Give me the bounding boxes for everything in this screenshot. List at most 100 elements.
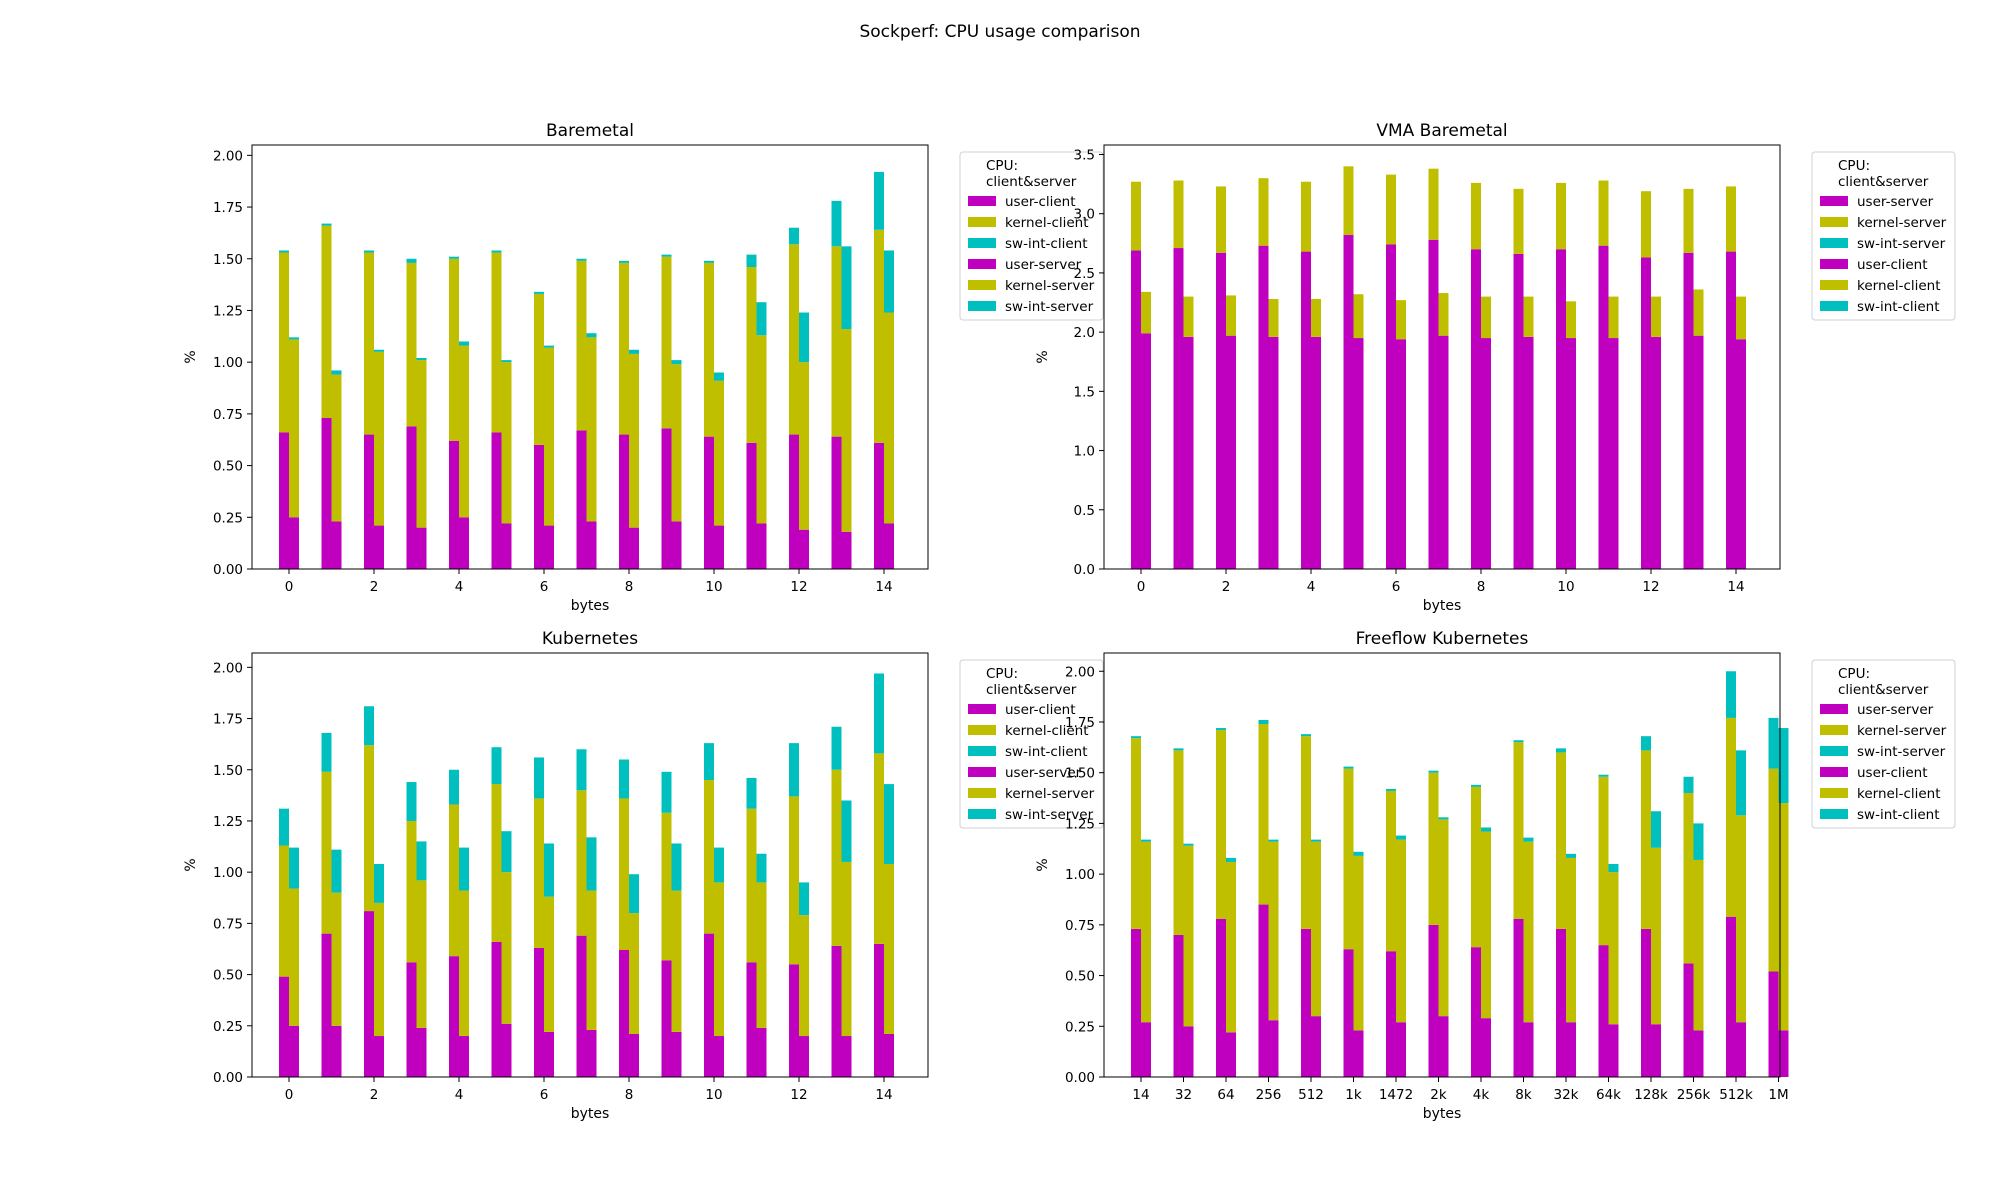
baremetal-bar-kernel-server-0: [289, 339, 299, 518]
freeflow-kubernetes-xtick-label: 14: [1132, 1087, 1149, 1103]
freeflow-kubernetes-ytick-label: 1.00: [1065, 867, 1095, 883]
baremetal-legend-label: sw-int-client: [1005, 236, 1088, 252]
freeflow-kubernetes-bar-kernel-server-12: [1641, 750, 1651, 929]
vma-baremetal-bar-kernel-client-0: [1141, 291, 1151, 334]
freeflow-kubernetes-bar-kernel-server-4: [1301, 736, 1311, 929]
baremetal-legend-label: kernel-server: [1005, 278, 1095, 294]
kubernetes-legend-label: kernel-server: [1005, 786, 1095, 802]
vma-baremetal-bar-kernel-client-4: [1311, 298, 1321, 337]
baremetal-bar-user-server-10: [714, 525, 724, 569]
vma-baremetal-bar-user-client-7: [1438, 335, 1449, 569]
baremetal-bar-kernel-server-7: [586, 337, 597, 522]
freeflow-kubernetes-legend-label: sw-int-client: [1857, 807, 1940, 823]
kubernetes-ytick-label: 0.25: [213, 1019, 243, 1035]
freeflow-kubernetes-bar-sw-int-client-8: [1481, 827, 1491, 832]
baremetal-bar-sw-int-server-9: [671, 360, 682, 365]
baremetal-xtick-label: 14: [875, 579, 892, 595]
kubernetes-bar-kernel-server-4: [459, 890, 469, 1037]
freeflow-kubernetes-bar-kernel-client-14: [1736, 815, 1746, 1023]
kubernetes-bar-sw-int-client-13: [831, 726, 842, 770]
freeflow-kubernetes-bar-kernel-client-8: [1481, 831, 1491, 1019]
freeflow-kubernetes-bar-sw-int-server-14: [1726, 671, 1736, 718]
kubernetes-bar-user-server-11: [756, 1027, 767, 1077]
vma-baremetal-bar-user-server-9: [1513, 253, 1524, 569]
vma-baremetal-xtick-label: 6: [1392, 579, 1401, 595]
kubernetes-bar-sw-int-client-9: [661, 771, 672, 813]
baremetal-xtick-label: 6: [540, 579, 549, 595]
baremetal-bar-kernel-server-9: [671, 364, 682, 522]
freeflow-kubernetes-bar-sw-int-client-11: [1608, 863, 1619, 873]
vma-baremetal-bar-kernel-client-6: [1396, 300, 1406, 340]
baremetal-bar-kernel-server-8: [629, 353, 639, 528]
freeflow-kubernetes-bar-user-client-12: [1651, 1024, 1661, 1077]
vma-baremetal-ylabel: %: [1035, 350, 1051, 363]
baremetal-bar-sw-int-server-6: [544, 345, 554, 348]
kubernetes-bar-sw-int-client-10: [704, 743, 714, 780]
vma-baremetal-bar-kernel-server-11: [1598, 180, 1609, 246]
kubernetes-legend-swatch-user-server: [968, 767, 996, 777]
freeflow-kubernetes-xtick-label: 32: [1175, 1087, 1192, 1103]
vma-baremetal-legend-label: kernel-client: [1857, 278, 1941, 294]
vma-baremetal-chart: VMA Baremetal 0.0 0.5 1.0 1.5 2.0 2.5 3.0 3.5 0 2 4…: [1035, 121, 1956, 614]
freeflow-kubernetes-bar-user-client-5: [1353, 1030, 1364, 1077]
freeflow-kubernetes-legend-label: user-server: [1857, 702, 1934, 718]
baremetal-legend-swatch-kernel-server: [968, 280, 996, 290]
freeflow-kubernetes-bar-user-server-14: [1726, 916, 1736, 1077]
baremetal-bar-user-server-9: [671, 521, 682, 569]
vma-baremetal-ytick-label: 0.0: [1074, 562, 1095, 578]
baremetal-bar-kernel-client-7: [576, 260, 587, 431]
baremetal-bar-kernel-client-0: [279, 252, 289, 433]
freeflow-kubernetes-xtick-label: 1472: [1379, 1087, 1413, 1103]
freeflow-kubernetes-legend-box: [1811, 659, 1956, 829]
freeflow-kubernetes-bar-user-client-14: [1736, 1022, 1746, 1077]
baremetal-bar-sw-int-server-0: [289, 337, 299, 340]
baremetal-bar-kernel-client-4: [449, 258, 459, 441]
freeflow-kubernetes-ytick-label: 2.00: [1065, 664, 1095, 680]
vma-baremetal-bar-user-client-13: [1693, 335, 1704, 569]
kubernetes-bar-kernel-client-9: [661, 812, 672, 961]
baremetal-bar-sw-int-client-12: [789, 227, 799, 245]
kubernetes-bar-sw-int-server-8: [629, 874, 639, 914]
vma-baremetal-bar-kernel-server-4: [1301, 181, 1311, 252]
kubernetes-bar-user-server-10: [714, 1036, 724, 1077]
kubernetes-bar-sw-int-server-7: [586, 837, 597, 891]
baremetal-legend-swatch-user-client: [968, 196, 996, 206]
kubernetes-bar-user-client-11: [746, 962, 757, 1077]
vma-baremetal-ytick-label: 2.5: [1074, 266, 1095, 282]
baremetal-bar-user-client-11: [746, 442, 757, 569]
kubernetes-ytick-label: 1.25: [213, 814, 243, 830]
baremetal-bar-kernel-client-3: [406, 262, 417, 427]
freeflow-kubernetes-bar-user-client-0: [1141, 1022, 1151, 1077]
baremetal-bar-sw-int-server-7: [586, 333, 597, 338]
vma-baremetal-bar-kernel-server-13: [1683, 188, 1694, 253]
baremetal-bar-sw-int-client-4: [449, 256, 459, 259]
freeflow-kubernetes-bar-sw-int-server-9: [1513, 740, 1524, 743]
vma-baremetal-xtick-label: 14: [1727, 579, 1744, 595]
freeflow-kubernetes-bar-sw-int-server-12: [1641, 736, 1651, 751]
baremetal-bar-user-client-3: [406, 426, 417, 569]
baremetal-bar-kernel-server-3: [416, 360, 427, 528]
kubernetes-ytick-label: 0.00: [213, 1070, 243, 1086]
vma-baremetal-bar-kernel-client-2: [1226, 295, 1236, 336]
freeflow-kubernetes-xtick-label: 64: [1217, 1087, 1234, 1103]
baremetal-bar-sw-int-client-2: [364, 250, 374, 253]
freeflow-kubernetes-bar-sw-int-server-11: [1598, 774, 1609, 777]
kubernetes-bar-user-client-13: [831, 945, 842, 1077]
baremetal-bar-sw-int-client-9: [661, 254, 672, 257]
kubernetes-bar-sw-int-server-1: [331, 849, 342, 893]
kubernetes-bar-sw-int-client-4: [449, 769, 459, 805]
baremetal-bar-user-server-14: [884, 523, 894, 569]
kubernetes-ytick-label: 1.00: [213, 865, 243, 881]
vma-baremetal-bar-kernel-server-2: [1216, 186, 1226, 253]
vma-baremetal-bar-user-server-3: [1258, 245, 1269, 570]
kubernetes-bar-kernel-server-5: [501, 872, 512, 1024]
baremetal-bar-user-client-5: [491, 432, 502, 569]
freeflow-kubernetes-bar-user-client-10: [1566, 1022, 1576, 1077]
baremetal-bar-sw-int-server-3: [416, 358, 427, 361]
kubernetes-legend-label: sw-int-client: [1005, 744, 1088, 760]
freeflow-kubernetes-axes-frame: [1103, 652, 1781, 1078]
baremetal-ytick-label: 0.75: [213, 407, 243, 423]
baremetal-bar-user-client-12: [789, 434, 799, 569]
freeflow-kubernetes-bar-sw-int-client-0: [1141, 839, 1151, 842]
vma-baremetal-legend-label: kernel-server: [1857, 215, 1947, 231]
